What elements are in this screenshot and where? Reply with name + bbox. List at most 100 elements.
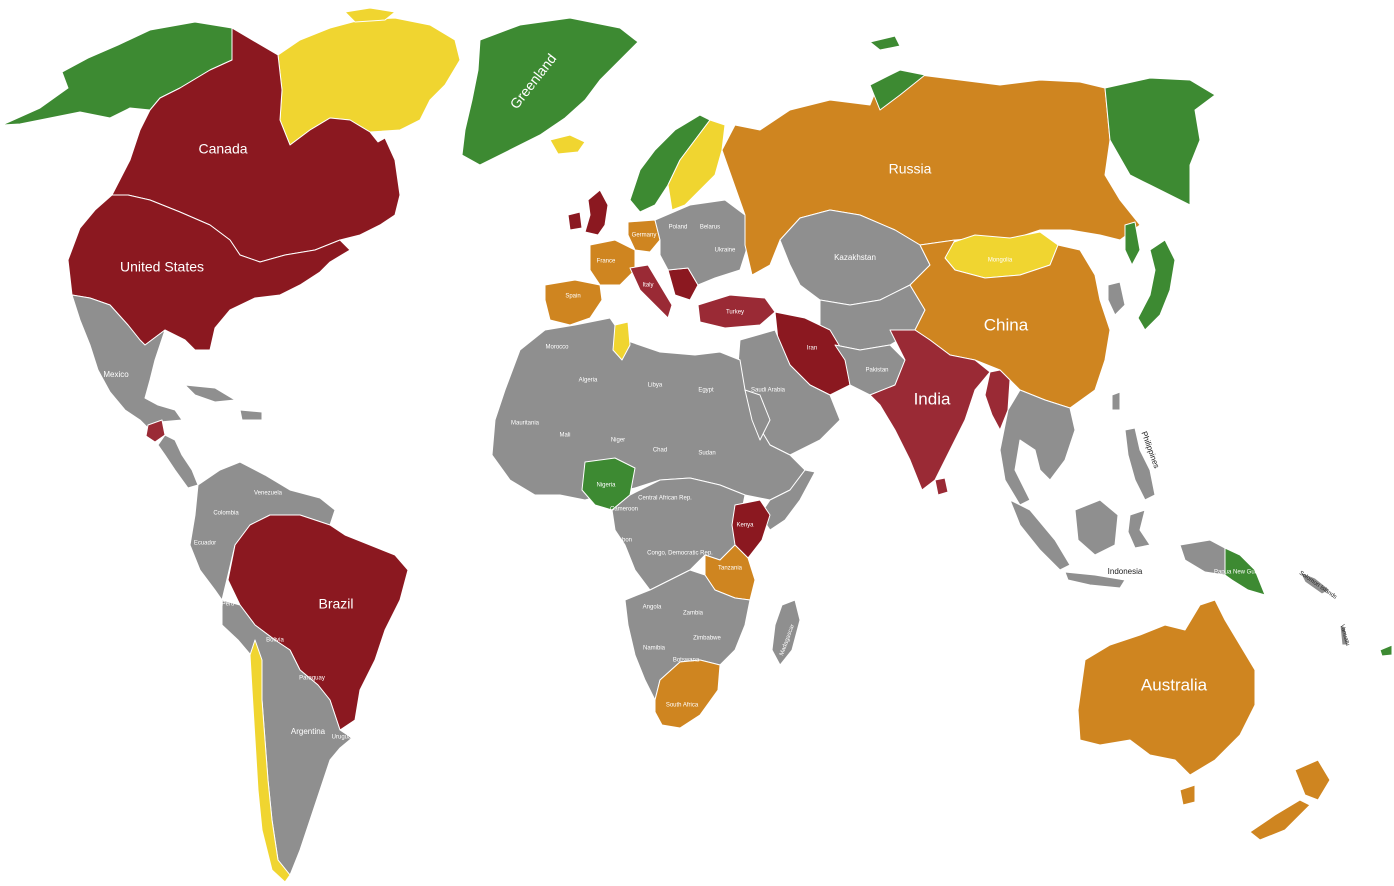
hispaniola-island — [239, 409, 263, 421]
mexico-region — [71, 294, 183, 431]
label-botswana: Botswana — [673, 658, 700, 664]
label-south-africa: South Africa — [666, 703, 699, 709]
guatemala-region — [145, 419, 166, 443]
label-papua-new-guinea: Papua New Guinea — [1214, 570, 1267, 576]
southeast-asia-region — [999, 389, 1076, 506]
label-brazil: Brazil — [318, 596, 353, 612]
label-russia: Russia — [889, 161, 932, 177]
label-gabon: Gabon — [614, 538, 632, 544]
label-paraguay: Paraguay — [299, 676, 325, 682]
tasmania-island — [1179, 784, 1196, 806]
india-region — [869, 329, 991, 491]
label-india: India — [914, 389, 951, 408]
label-argentina: Argentina — [291, 727, 326, 736]
label-france: France — [597, 259, 616, 265]
label-angola: Angola — [643, 605, 662, 611]
sumatra-island — [1009, 499, 1071, 571]
tunisia-region — [612, 321, 631, 361]
label-iran: Iran — [807, 346, 817, 352]
label-turkey: Turkey — [726, 310, 744, 316]
label-kenya: Kenya — [736, 523, 754, 529]
eastern-europe-region — [654, 199, 749, 286]
label-libya: Libya — [648, 383, 663, 389]
label-poland: Poland — [669, 225, 688, 231]
sri-lanka-island — [934, 477, 949, 496]
chile-region — [249, 639, 291, 883]
label-vanuatu: Vanuatu — [1339, 624, 1350, 647]
arabia-strip — [744, 389, 771, 441]
label-indonesia: Indonesia — [1108, 567, 1143, 576]
turkey-region — [697, 294, 776, 329]
label-egypt: Egypt — [698, 388, 714, 394]
iceland-island — [549, 134, 586, 155]
label-uruguay: Uruguay — [332, 735, 355, 741]
south-africa-region — [654, 659, 721, 729]
central-america-region — [157, 434, 199, 489]
philippines-islands — [1124, 427, 1156, 501]
spain-region — [544, 279, 603, 326]
label-cameroon: Cameroon — [610, 507, 638, 513]
japan-region — [1137, 239, 1176, 331]
label-mongolia: Mongolia — [988, 258, 1013, 264]
label-morocco: Morocco — [545, 345, 569, 351]
australia-region — [1077, 599, 1256, 776]
label-tanzania: Tanzania — [718, 566, 743, 572]
label-spain: Spain — [565, 294, 580, 300]
label-niger: Niger — [611, 438, 625, 444]
label-zambia: Zambia — [683, 611, 704, 617]
label-venezuela: Venezuela — [254, 491, 283, 497]
label-saudi-arabia: Saudi Arabia — [751, 388, 786, 394]
label-mali: Mali — [559, 433, 570, 439]
label-algeria: Algeria — [579, 378, 598, 384]
label-namibia: Namibia — [643, 646, 666, 652]
label-belarus: Belarus — [700, 225, 720, 231]
arctic-island-small — [344, 7, 396, 23]
label-ecuador: Ecuador — [194, 541, 216, 547]
taiwan-island — [1111, 391, 1121, 411]
borneo-island — [1074, 499, 1119, 556]
greenland-region — [461, 17, 639, 166]
label-car: Central African Rep. — [638, 496, 692, 502]
british-isles-region — [584, 189, 609, 236]
label-sudan: Sudan — [698, 451, 715, 457]
label-united-states: United States — [120, 259, 204, 275]
svalbard-island — [869, 35, 901, 51]
label-drc: Congo, Democratic Rep. — [647, 551, 713, 557]
label-italy: Italy — [642, 283, 653, 289]
label-colombia: Colombia — [213, 511, 239, 517]
myanmar-region — [984, 369, 1011, 431]
label-peru: Peru — [222, 602, 235, 608]
label-ukraine: Ukraine — [715, 248, 736, 254]
madagascar-island — [771, 599, 801, 666]
label-canada: Canada — [198, 141, 247, 157]
southern-africa-region — [624, 569, 751, 701]
kenya-region — [731, 499, 771, 559]
label-mauritania: Mauritania — [511, 421, 540, 427]
siberia-northeast-region — [1104, 77, 1216, 206]
label-mexico: Mexico — [103, 370, 129, 379]
france-region — [589, 239, 636, 286]
label-bolivia: Bolivia — [266, 638, 284, 644]
label-pakistan: Pakistan — [865, 368, 888, 374]
korea-region — [1107, 281, 1126, 316]
novaya-zemlya-island — [869, 69, 926, 111]
label-chad: Chad — [653, 448, 667, 454]
sulawesi-island — [1127, 509, 1151, 549]
solomon-islands — [1299, 571, 1331, 595]
new-zealand-south-island — [1249, 799, 1311, 841]
label-nigeria: Nigeria — [596, 483, 616, 489]
vanuatu-islands — [1339, 624, 1349, 646]
cuba-island — [184, 384, 236, 403]
new-zealand-north-island — [1294, 759, 1331, 801]
ireland-island — [567, 211, 583, 231]
italy-region — [629, 264, 673, 319]
java-island — [1064, 571, 1126, 589]
fiji-island — [1379, 644, 1393, 657]
label-zimbabwe: Zimbabwe — [693, 636, 721, 642]
label-kazakhstan: Kazakhstan — [834, 253, 876, 262]
papua-new-guinea-region — [1224, 547, 1266, 596]
label-australia: Australia — [1141, 675, 1208, 694]
sakhalin-island — [1124, 221, 1141, 266]
label-china: China — [984, 315, 1029, 334]
